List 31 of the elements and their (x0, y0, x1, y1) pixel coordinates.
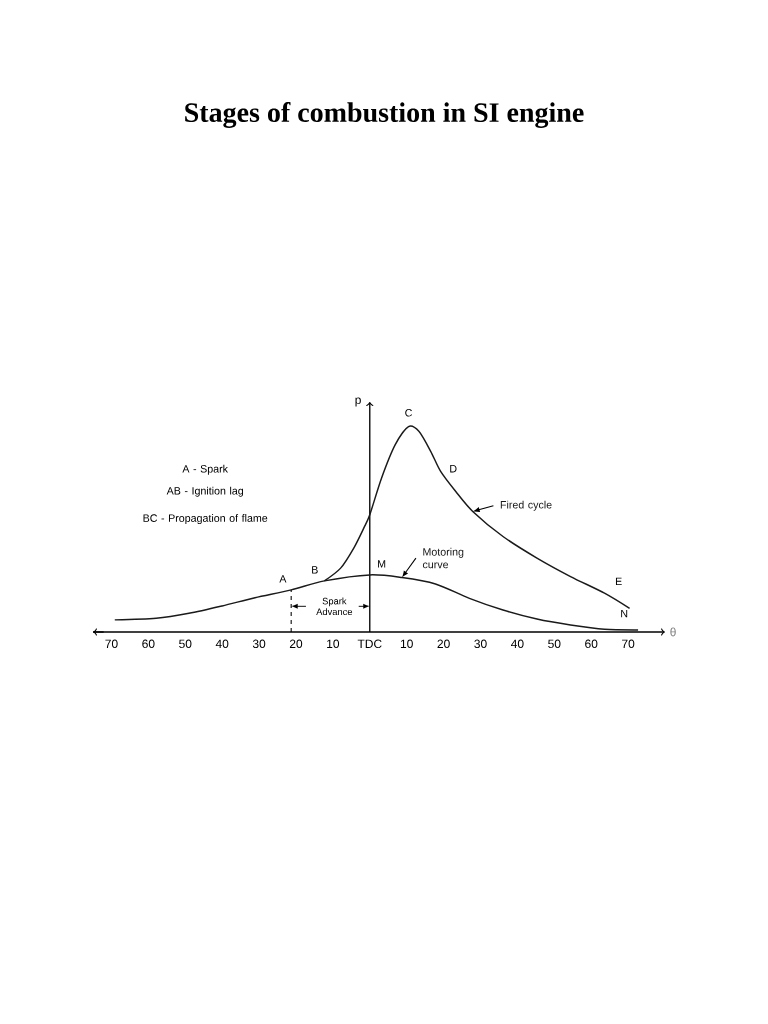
x-tick-label: 50 (548, 639, 561, 649)
x-axis-title: θ (670, 627, 676, 637)
annotation: BC - Propagation of flame (143, 514, 268, 525)
annotation: C (405, 409, 412, 417)
x-tick-label: 60 (142, 639, 155, 649)
x-tick-label: 20 (289, 639, 303, 649)
series-label: Motoring curve (422, 547, 464, 569)
annotation: AB - Ignition lag (166, 486, 244, 497)
annotation: Spark Advance (316, 597, 353, 616)
annotation: M (378, 560, 386, 568)
x-tick-label: 30 (474, 639, 487, 649)
annotation: A - Spark (182, 464, 229, 475)
x-tick-label: 40 (215, 639, 229, 649)
x-tick-label: 70 (105, 639, 118, 649)
annotation: A (279, 575, 287, 583)
x-tick-label: 10 (327, 639, 340, 649)
annotation: B (312, 566, 318, 574)
y-axis-title: p (355, 397, 361, 407)
series-label: Fired cycle (500, 500, 552, 511)
annotation: E (615, 577, 622, 585)
annotation: N (621, 609, 628, 618)
x-tick-label: 30 (252, 639, 266, 649)
annotation: D (450, 465, 457, 473)
x-tick-label: 10 (400, 639, 413, 649)
x-tick-label: TDC (357, 639, 382, 649)
x-tick-label: 40 (511, 639, 524, 649)
x-tick-label: 60 (585, 639, 598, 649)
x-tick-label: 50 (179, 639, 192, 649)
chart-title: Stages of combustion in SI engine (185, 102, 584, 128)
x-tick-label: 70 (622, 639, 635, 649)
x-tick-label: 20 (437, 639, 450, 649)
